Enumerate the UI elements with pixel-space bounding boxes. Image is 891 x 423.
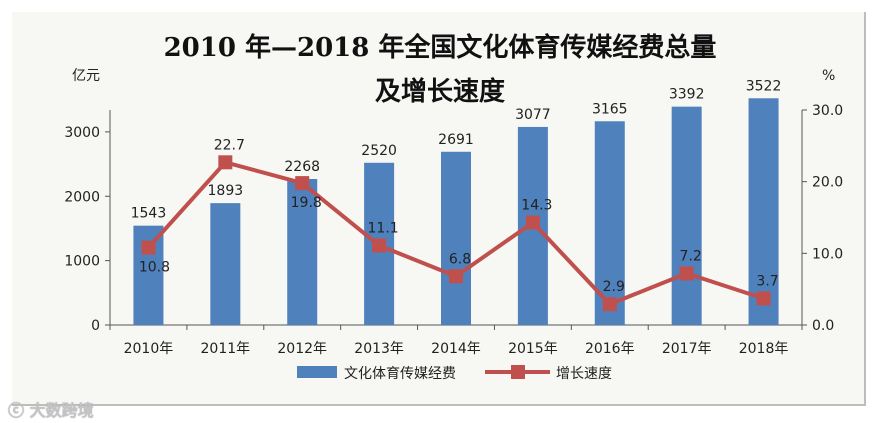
x-tick-label: 2014年	[431, 341, 481, 357]
line-marker	[602, 297, 617, 312]
line-value-label: 2.9	[603, 279, 625, 295]
x-tick-label: 2011年	[201, 341, 251, 357]
line-value-label: 11.1	[368, 220, 399, 236]
bar	[748, 98, 779, 326]
right-tick-label: 20.0	[812, 175, 843, 191]
legend-bar-label: 文化体育传媒经费	[344, 366, 456, 382]
watermark: ⓒ 大数跨境	[8, 397, 94, 421]
line-marker	[756, 291, 771, 306]
legend-line-marker	[511, 365, 525, 379]
bar-value-label: 2268	[284, 159, 320, 175]
left-axis-unit: 亿元	[72, 68, 100, 84]
bar-value-label: 3392	[669, 87, 705, 103]
line-value-label: 22.7	[214, 137, 245, 153]
watermark-text: 大数跨境	[29, 401, 94, 420]
line-marker	[449, 269, 463, 284]
chart-frame	[12, 12, 866, 406]
line-value-label: 10.8	[139, 260, 170, 276]
line-value-label: 14.3	[521, 198, 552, 214]
bar-value-label: 3522	[746, 78, 782, 94]
line-marker	[295, 176, 310, 191]
bar-value-label: 2520	[361, 143, 397, 159]
bar-value-label: 3165	[592, 101, 628, 117]
line-marker	[372, 238, 387, 253]
chart-title-line2: 及增长速度	[374, 77, 505, 107]
line-marker	[525, 215, 540, 230]
line-marker	[679, 266, 694, 281]
left-tick-label: 2000	[64, 189, 100, 205]
legend-bar-swatch	[297, 366, 337, 378]
left-tick-label: 3000	[64, 125, 100, 141]
right-tick-label: 30.0	[812, 103, 843, 119]
bar-value-label: 2691	[438, 132, 474, 148]
left-tick-label: 1000	[64, 254, 100, 270]
x-tick-label: 2015年	[508, 341, 558, 357]
right-axis-unit: %	[822, 68, 835, 84]
right-tick-label: 10.0	[812, 246, 843, 262]
x-tick-label: 2018年	[739, 341, 789, 357]
bar	[441, 151, 471, 325]
logo-icon: ⓒ	[8, 401, 25, 420]
chart-title-line1: 2010 年—2018 年全国文化体育传媒经费总量	[163, 33, 717, 63]
line-marker	[218, 155, 233, 170]
bar	[671, 106, 702, 325]
bar-value-label: 3077	[515, 107, 551, 123]
x-tick-label: 2013年	[354, 341, 404, 357]
line-value-label: 3.7	[756, 273, 778, 289]
line-value-label: 19.8	[291, 195, 322, 211]
right-tick-label: 0.0	[812, 318, 834, 334]
line-value-label: 7.2	[680, 248, 702, 264]
x-tick-label: 2010年	[124, 341, 174, 357]
line-value-label: 6.8	[449, 251, 471, 267]
x-tick-label: 2012年	[277, 341, 327, 357]
legend-line-label: 增长速度	[556, 366, 612, 382]
bar-value-label: 1893	[208, 183, 244, 199]
bar	[210, 203, 241, 325]
bar-value-label: 1543	[131, 206, 167, 222]
bar	[287, 179, 318, 325]
x-tick-label: 2017年	[662, 341, 712, 357]
x-tick-label: 2016年	[585, 341, 635, 357]
left-tick-label: 0	[91, 318, 100, 334]
line-marker	[141, 240, 156, 255]
